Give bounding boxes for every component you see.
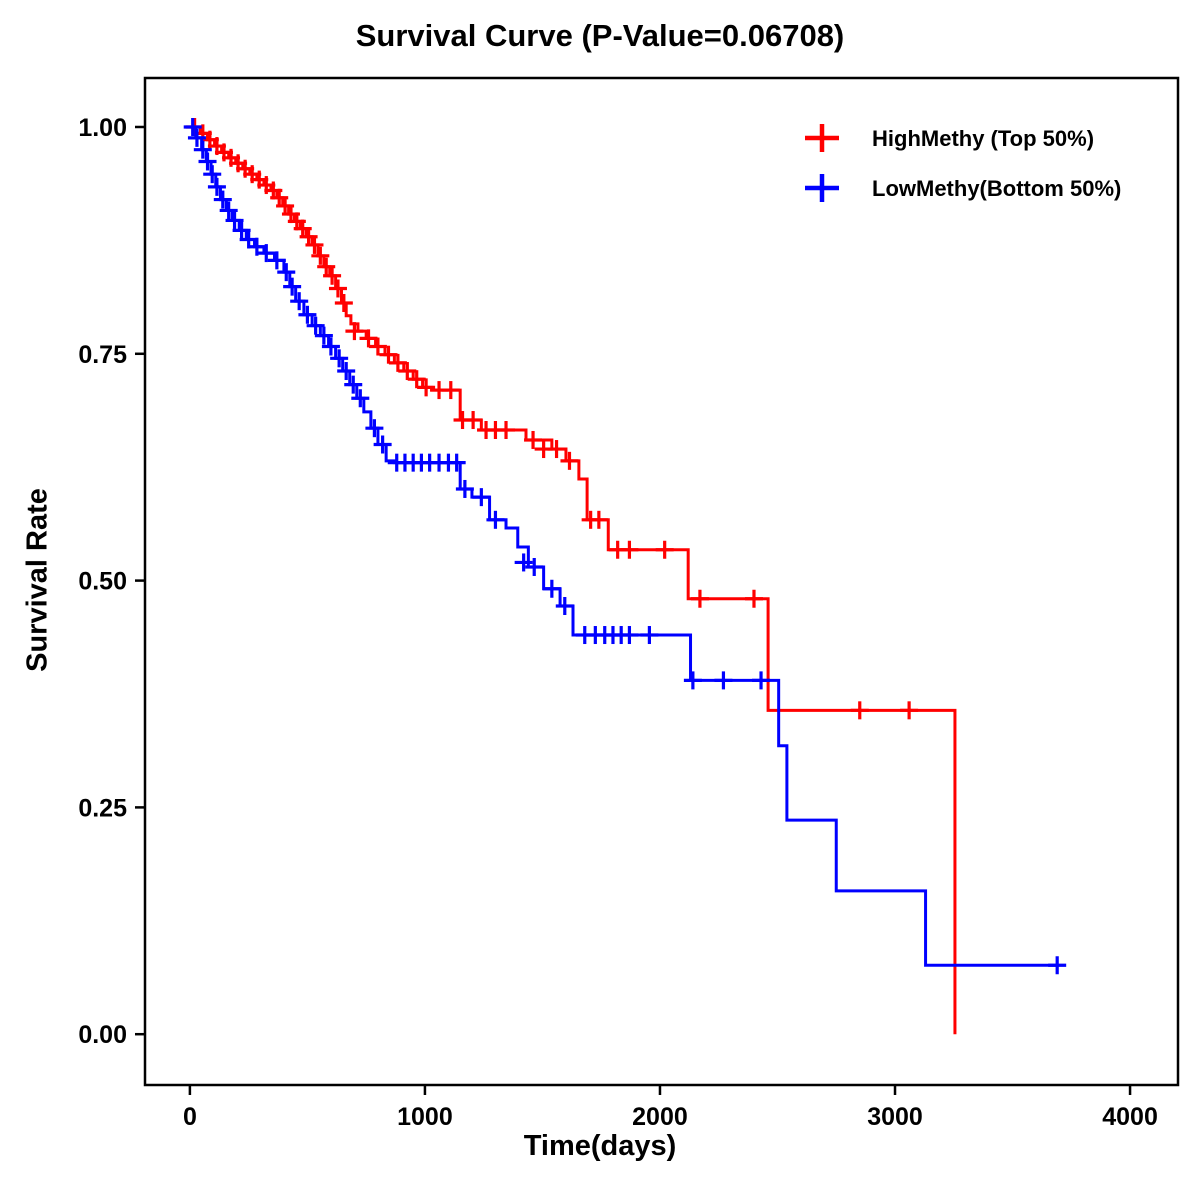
- highmethy-legend-label: HighMethy (Top 50%): [872, 126, 1094, 151]
- legend-item-lowmethy: LowMethy(Bottom 50%): [805, 174, 1121, 202]
- x-tick-label: 2000: [632, 1103, 688, 1131]
- y-tick-label: 0.50: [78, 568, 127, 596]
- y-tick-label: 1.00: [78, 114, 127, 142]
- x-tick-label: 4000: [1102, 1103, 1158, 1131]
- x-tick-label: 3000: [867, 1103, 923, 1131]
- y-axis-label: Survival Rate: [21, 488, 54, 672]
- y-tick-label: 0.00: [78, 1021, 127, 1049]
- lowmethy-legend-label: LowMethy(Bottom 50%): [872, 176, 1121, 201]
- legend-item-highmethy: HighMethy (Top 50%): [805, 124, 1094, 152]
- highmethy-censor-marks: [185, 117, 919, 720]
- chart-title: Survival Curve (P-Value=0.06708): [355, 18, 845, 53]
- x-tick-label: 1000: [397, 1103, 453, 1131]
- legend: HighMethy (Top 50%) LowMethy(Bottom 50%): [805, 124, 1121, 202]
- x-axis-label: Time(days): [523, 1130, 677, 1162]
- y-tick-label: 0.75: [78, 341, 127, 369]
- axis-ticks: 0 1000 2000 3000 4000 0.00 0.25 0.50 0.75 1.00: [78, 114, 1158, 1131]
- y-tick-label: 0.25: [78, 794, 127, 822]
- x-tick-label: 0: [183, 1103, 197, 1131]
- lowmethy-censor-marks: [183, 117, 1067, 975]
